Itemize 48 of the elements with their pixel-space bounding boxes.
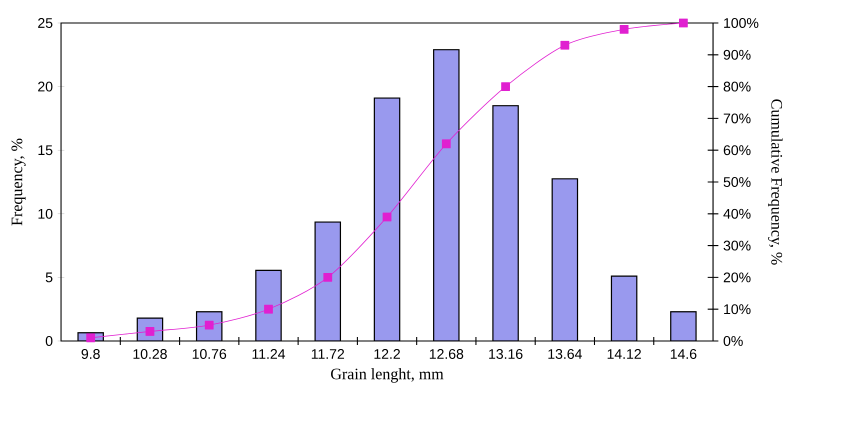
y2-tick-label: 80%	[724, 82, 751, 92]
y2-axis-title: Cumulative Frequency, %	[768, 99, 783, 265]
bar	[433, 49, 460, 341]
point	[560, 40, 570, 50]
y-tick-label: 10	[38, 208, 52, 219]
y2-tick-label: 50%	[724, 177, 751, 187]
y2-tick-label: 0%	[724, 336, 743, 346]
point	[86, 333, 96, 342]
y2-tick-label: 20%	[724, 272, 751, 282]
x-tick-label: 14.6	[670, 349, 696, 359]
y-tick-label: 15	[38, 145, 52, 156]
bar	[552, 178, 578, 341]
x-tick-label: 9.8	[82, 349, 100, 359]
y2-tick-label: 70%	[724, 113, 751, 124]
y-tick-label: 20	[38, 82, 52, 92]
bar	[374, 97, 400, 341]
point	[382, 212, 392, 222]
point	[442, 139, 451, 148]
x-tick-label: 12.68	[430, 349, 464, 359]
x-tick-label: 13.16	[489, 349, 522, 359]
bar	[255, 270, 282, 341]
bar	[314, 221, 342, 341]
x-tick-label: 11.72	[312, 349, 344, 359]
y-tick-label: 5	[46, 272, 52, 282]
point	[620, 24, 629, 34]
x-tick-label: 11.24	[252, 349, 286, 359]
y-axis-title: Frequency, %	[12, 138, 26, 226]
x-axis-title: Grain lenght, mm	[331, 368, 444, 383]
y2-tick-label: 60%	[724, 145, 751, 156]
y-tick-label: 25	[38, 18, 52, 28]
bar	[610, 276, 638, 341]
y2-tick-label: 10%	[724, 304, 751, 314]
x-tick-label: 10.28	[134, 349, 167, 359]
bar	[492, 105, 519, 341]
point	[264, 304, 273, 314]
y-tick-label: 0	[46, 336, 52, 346]
bar	[670, 311, 697, 341]
x-tick-label: 14.12	[608, 349, 641, 359]
point	[678, 18, 688, 28]
y2-tick-label: 90%	[724, 50, 751, 60]
y2-tick-label: 100%	[724, 18, 758, 28]
y2-tick-label: 30%	[724, 240, 751, 251]
point	[501, 82, 510, 91]
point	[323, 272, 332, 282]
x-tick-label: 12.2	[374, 349, 400, 359]
x-tick-label: 13.64	[548, 349, 582, 359]
x-tick-label: 10.76	[192, 349, 226, 359]
y2-tick-label: 40%	[723, 208, 751, 219]
